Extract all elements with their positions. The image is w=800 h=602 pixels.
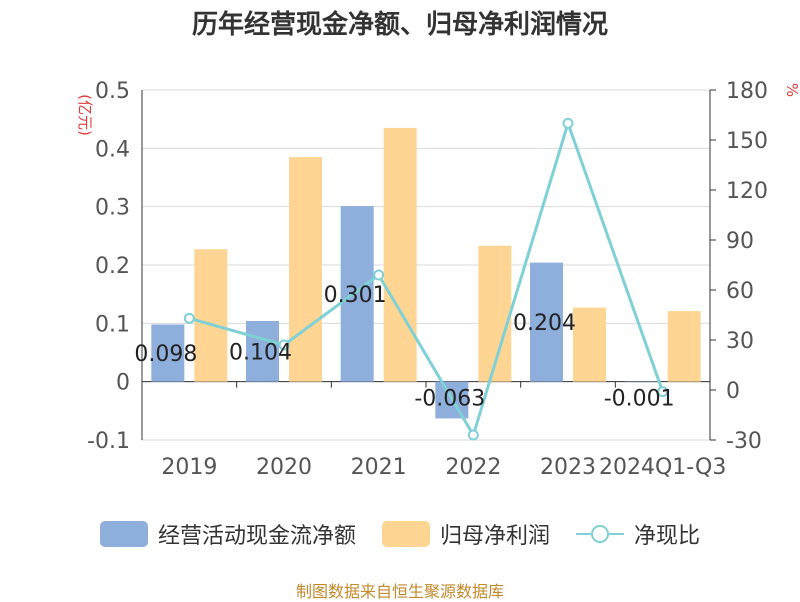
y-right-tick-label: 180 bbox=[726, 79, 768, 104]
y-left-tick-label: 0.1 bbox=[95, 312, 130, 337]
legend-item-cash[interactable]: 经营活动现金流净额 bbox=[99, 518, 356, 550]
bar-cash-2021 bbox=[340, 206, 374, 382]
bar-profit-2023 bbox=[573, 307, 606, 382]
x-tick-label: 2022 bbox=[445, 455, 501, 480]
bar-profit-2022 bbox=[478, 245, 512, 382]
y-left-unit: (亿元) bbox=[76, 94, 94, 136]
x-tick-label: 2023 bbox=[540, 455, 596, 480]
bar-cash-2024Q1-Q3 bbox=[624, 381, 658, 383]
x-tick-label: 2024Q1-Q3 bbox=[599, 455, 726, 480]
ratio-point-2023 bbox=[562, 117, 574, 129]
legend-label-ratio: 净现比 bbox=[634, 524, 701, 549]
data-labels: 0.098 0.104 0.301 -0.063 0.204 -0.001 bbox=[134, 283, 674, 412]
legend-swatch-profit bbox=[381, 521, 430, 547]
y-left-tick-label: 0.3 bbox=[95, 196, 130, 221]
data-label-cash: 0.301 bbox=[324, 283, 387, 308]
legend-label-profit: 归母净利润 bbox=[439, 524, 550, 549]
y-right-tick-label: 120 bbox=[726, 179, 768, 204]
source-note: 制图数据来自恒生聚源数据库 bbox=[295, 582, 504, 601]
x-tick-label: 2019 bbox=[161, 455, 217, 480]
ratio-point-2020 bbox=[278, 339, 290, 351]
tick-labels: -0.1 0 0.1 0.2 0.3 0.4 0.5 -30 0 30 60 90 120 150 180 (… bbox=[76, 79, 800, 480]
ratio-polyline bbox=[188, 118, 665, 439]
y-right-tick-label: 90 bbox=[726, 229, 754, 254]
data-label-cash: -0.063 bbox=[414, 387, 485, 412]
data-label-cash: 0.204 bbox=[513, 311, 576, 336]
data-label-cash: 0.098 bbox=[134, 342, 197, 367]
y-left-tick-label: 0.2 bbox=[95, 254, 130, 279]
bar-profit-2019 bbox=[194, 249, 228, 382]
y-right-tick-label: 0 bbox=[726, 379, 740, 404]
y-left-tick-label: 0.5 bbox=[95, 79, 130, 104]
legend-swatch-cash bbox=[99, 521, 148, 547]
ratio-point-2021 bbox=[373, 269, 385, 281]
x-tick-label: 2021 bbox=[351, 455, 407, 480]
bar-cash-2020 bbox=[246, 321, 279, 382]
x-tick-label: 2020 bbox=[256, 455, 312, 480]
chart-title: 历年经营现金净额、归母净利润情况 bbox=[191, 10, 608, 40]
legend-swatch-ratio bbox=[576, 521, 624, 547]
bar-profit-2020 bbox=[289, 157, 322, 382]
bar-profit-2024Q1-Q3 bbox=[667, 311, 701, 382]
y-right-tick-label: 150 bbox=[726, 129, 768, 154]
ratio-point-2019 bbox=[183, 312, 195, 324]
legend-label-cash: 经营活动现金流净额 bbox=[157, 524, 356, 549]
legend: 经营活动现金流净额 归母净利润 净现比 bbox=[0, 514, 800, 554]
y-right-tick-label: 60 bbox=[726, 279, 754, 304]
axes bbox=[141, 89, 716, 441]
bar-profit-2021 bbox=[383, 127, 417, 382]
legend-item-profit[interactable]: 归母净利润 bbox=[381, 518, 550, 550]
ratio-point-2022 bbox=[467, 429, 479, 441]
data-label-cash: -0.001 bbox=[604, 387, 675, 412]
y-left-tick-label: 0.4 bbox=[95, 137, 130, 162]
bar-cash-2019 bbox=[151, 324, 185, 382]
y-left-tick-label: 0 bbox=[116, 371, 130, 396]
ratio-line bbox=[183, 117, 669, 441]
data-label-cash: 0.104 bbox=[229, 340, 292, 365]
y-right-tick-label: 30 bbox=[726, 329, 754, 354]
bars bbox=[151, 127, 701, 419]
y-right-unit: % bbox=[783, 83, 800, 97]
ratio-point-2024Q1-Q3 bbox=[657, 386, 669, 398]
legend-item-ratio[interactable]: 净现比 bbox=[576, 518, 700, 550]
y-left-tick-label: -0.1 bbox=[87, 429, 130, 454]
bar-cash-2023 bbox=[530, 262, 563, 382]
y-right-tick-label: -30 bbox=[726, 429, 762, 454]
